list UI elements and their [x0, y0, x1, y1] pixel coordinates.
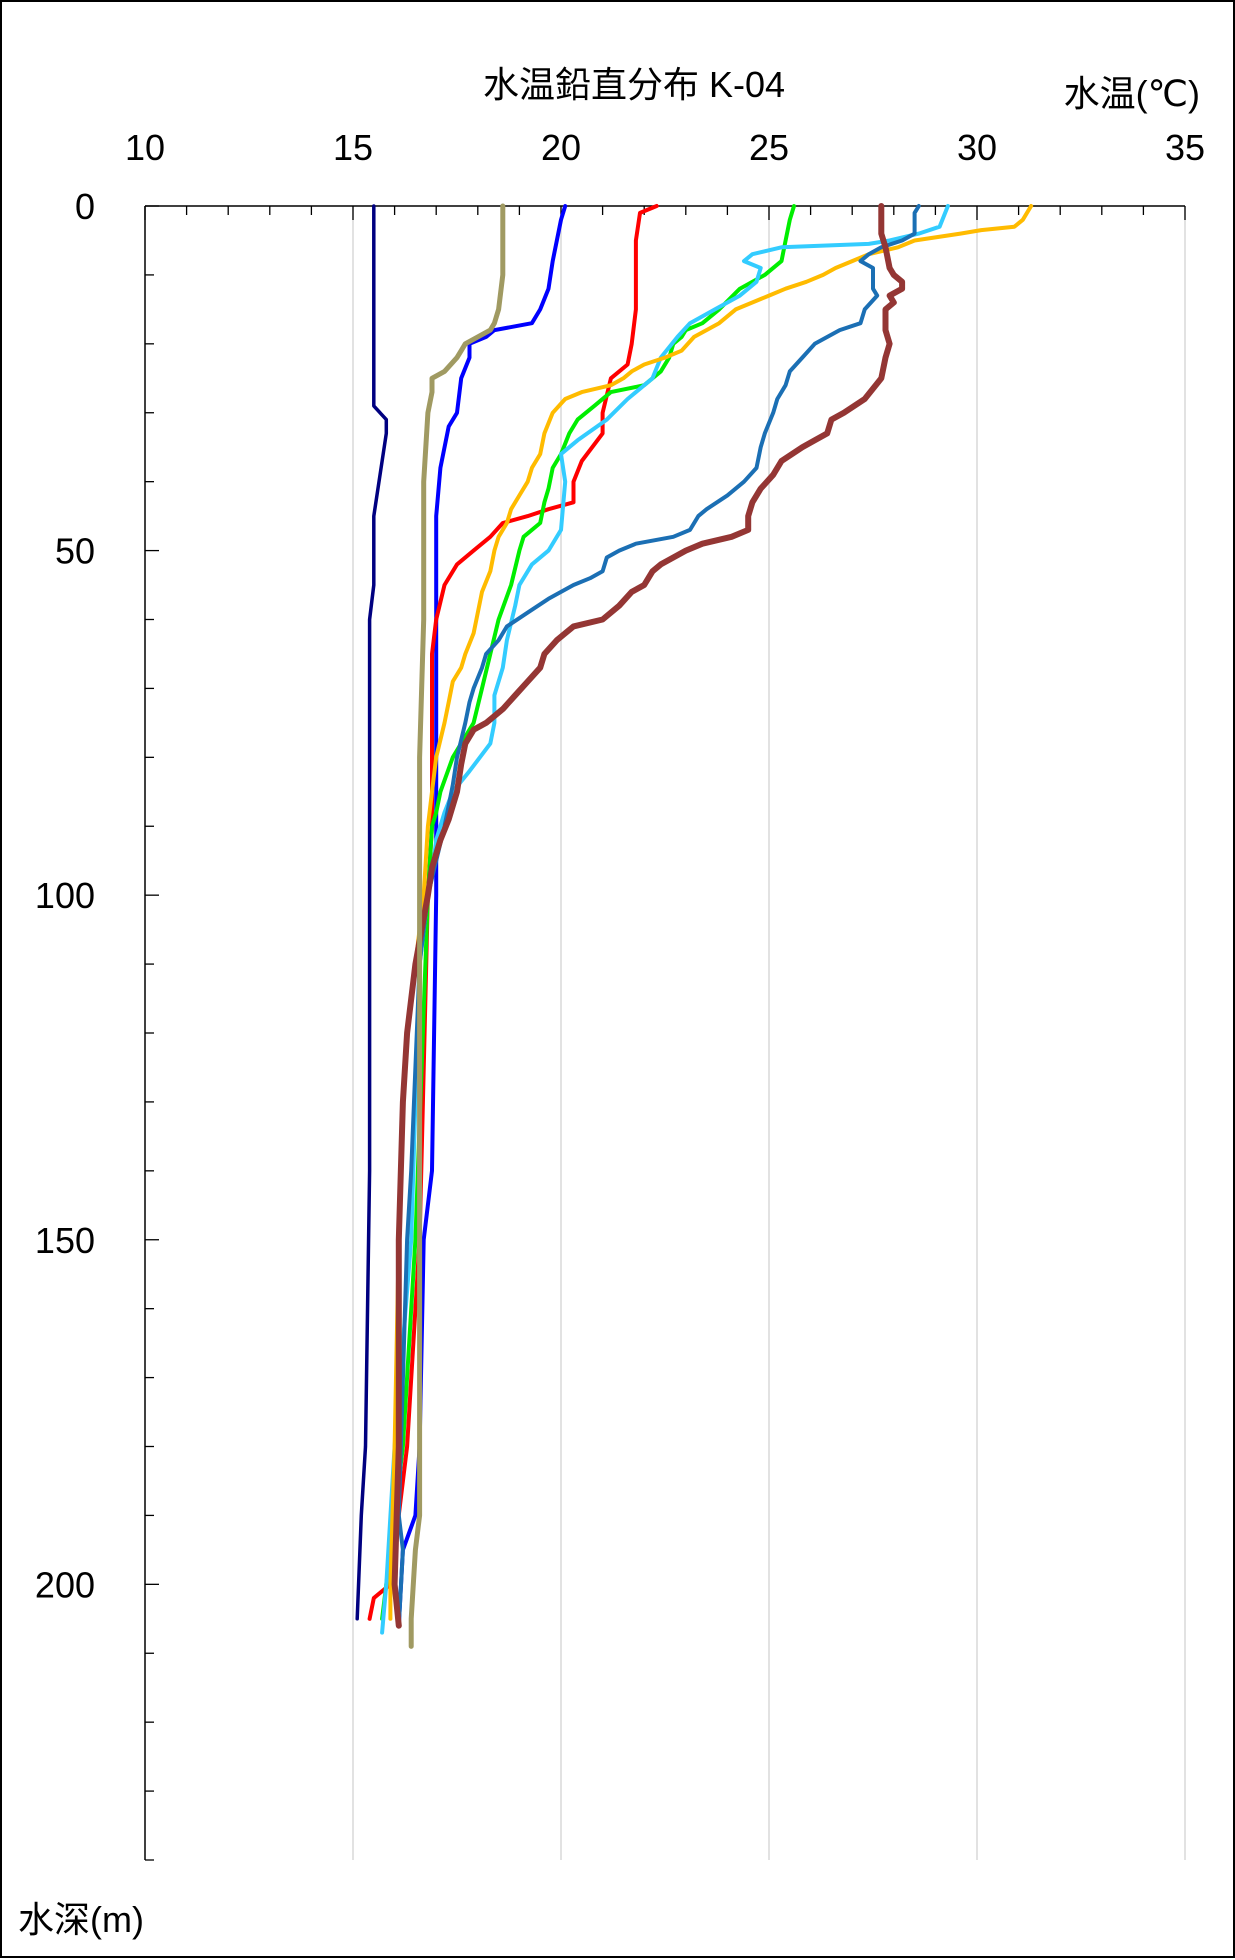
- series-line-4: [380, 204, 796, 1621]
- axes: [144, 205, 1186, 1861]
- y-tick-label: 200: [35, 1564, 95, 1605]
- y-tick-label: 50: [55, 531, 95, 572]
- x-tick-label: 20: [541, 127, 581, 168]
- y-tick-label: 100: [35, 875, 95, 916]
- x-tick-label: 30: [957, 127, 997, 168]
- y-tick-label: 0: [75, 186, 95, 227]
- gridlines: [352, 206, 1186, 1860]
- y-tick-label: 150: [35, 1220, 95, 1261]
- x-tick-label: 35: [1165, 127, 1205, 168]
- x-tick-label: 25: [749, 127, 789, 168]
- series-line-6: [388, 204, 1034, 1621]
- series-line-3: [367, 204, 659, 1621]
- x-tick-label: 10: [125, 127, 165, 168]
- series-line-8: [391, 203, 906, 1629]
- series-line-7: [396, 204, 921, 1628]
- series-line-1: [355, 204, 389, 1621]
- x-tick-label: 15: [333, 127, 373, 168]
- series-line-9: [408, 203, 506, 1649]
- chart-title: 水温鉛直分布 K-04: [483, 64, 785, 105]
- y-axis-label: 水深(m): [18, 1899, 144, 1940]
- x-axis-label: 水温(℃): [1064, 73, 1200, 114]
- series-line-2: [396, 204, 568, 1628]
- series-layer: [355, 203, 1034, 1649]
- labels: 水温鉛直分布 K-04 水温(℃) 水深(m) 10 15 20 25 30 35 0 50 1…: [18, 64, 1205, 1940]
- series-line-5: [380, 204, 950, 1635]
